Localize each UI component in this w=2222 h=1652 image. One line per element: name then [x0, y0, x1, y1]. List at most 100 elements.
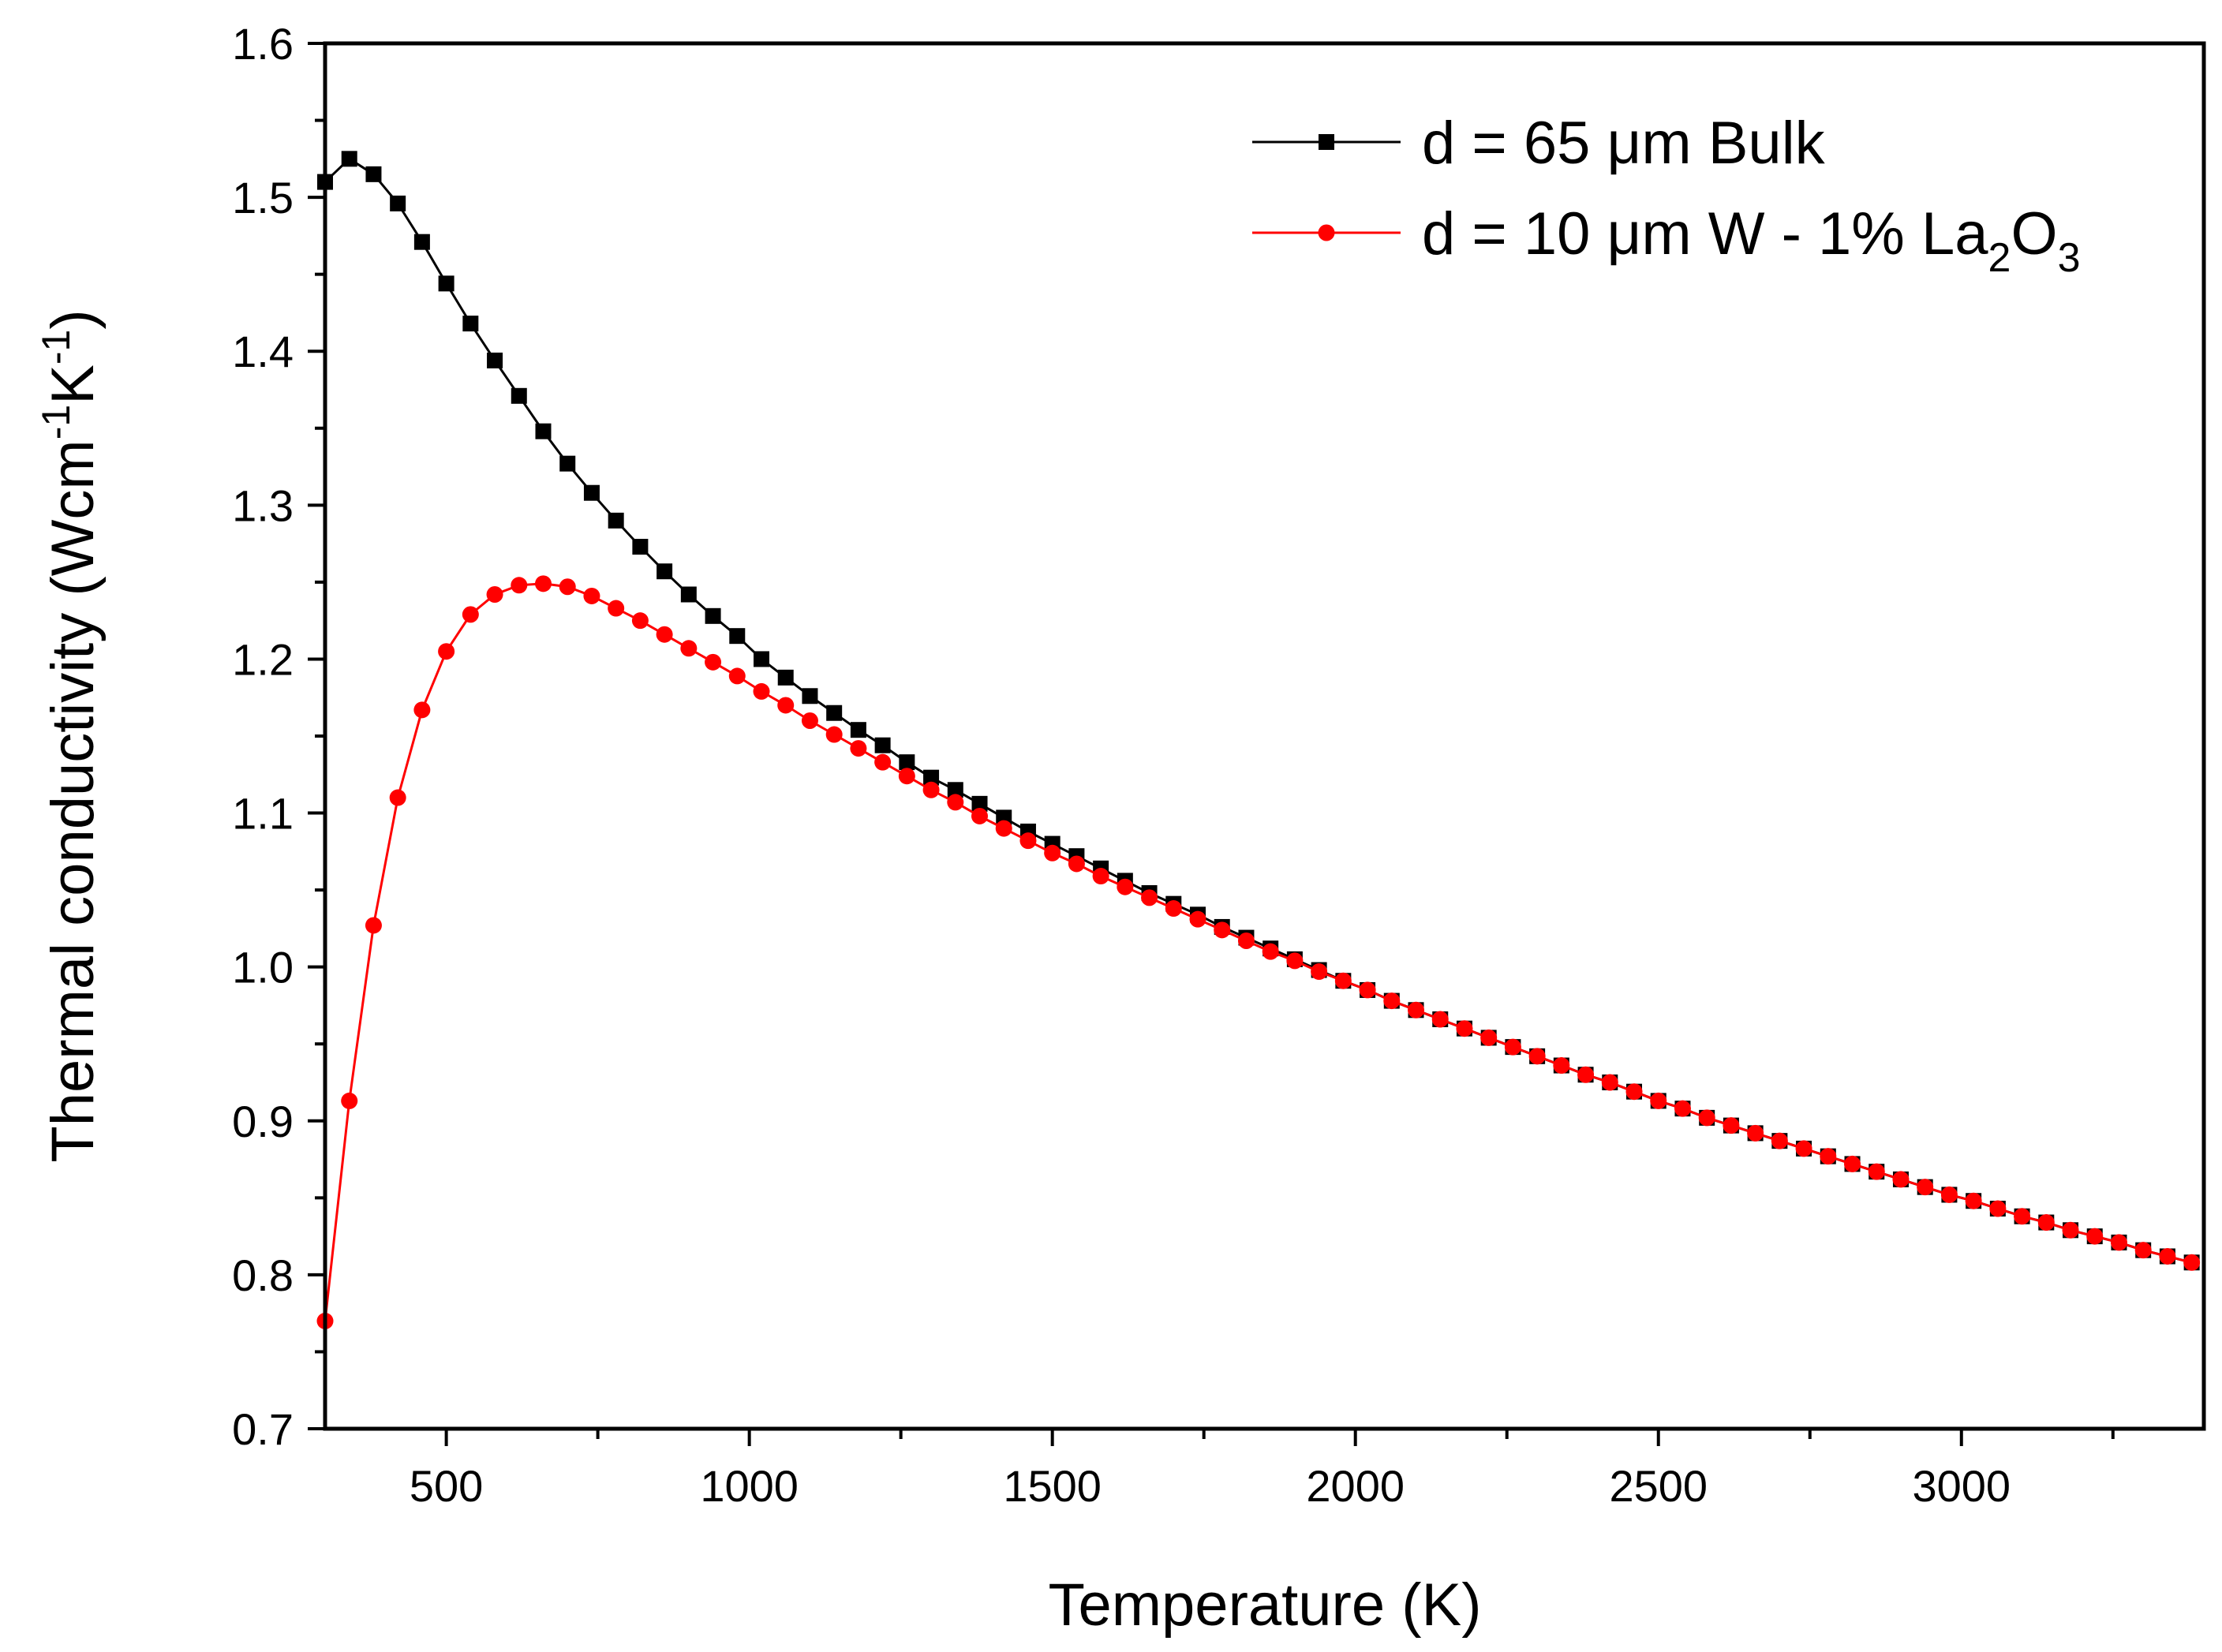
y-tick-label: 0.7	[232, 1404, 294, 1454]
legend-item-1: d = 65 μm Bulk	[1252, 110, 1826, 177]
data-point	[583, 587, 600, 604]
series-layer	[316, 151, 2201, 1329]
data-point	[486, 585, 503, 603]
data-point	[705, 607, 721, 624]
y-axis-title: Thermal conductivity (Wcm-1K-1)	[34, 309, 107, 1162]
data-point	[2037, 1214, 2055, 1232]
data-point	[2159, 1247, 2176, 1265]
data-point	[1383, 992, 1401, 1010]
data-point	[1286, 952, 1304, 970]
y-axis-title-close: )	[39, 309, 107, 329]
data-point	[365, 166, 382, 182]
data-point	[1189, 910, 1206, 928]
data-point	[1820, 1148, 1837, 1165]
legend-label: d = 65 μm Bulk	[1422, 110, 1826, 177]
legend-item-2: d = 10 μm W - 1% La2O3	[1252, 200, 2080, 281]
x-tick-label: 3000	[1912, 1461, 2011, 1511]
y-tick-label: 0.9	[232, 1097, 294, 1146]
y-tick-label: 0.8	[232, 1250, 294, 1300]
data-point	[535, 423, 552, 439]
data-point	[2062, 1221, 2079, 1239]
data-point	[777, 697, 795, 714]
data-point	[1601, 1074, 1618, 1091]
data-point	[1868, 1163, 1885, 1180]
data-point	[1844, 1155, 1861, 1172]
data-point	[826, 705, 843, 721]
data-point	[1795, 1140, 1812, 1157]
data-point	[1965, 1192, 1982, 1209]
data-point	[971, 795, 988, 812]
y-axis-title-exp1: -1	[34, 405, 78, 439]
legend-swatch-marker	[1319, 134, 1334, 150]
data-point	[631, 612, 649, 630]
y-axis-title-exp2: -1	[34, 330, 78, 364]
data-point	[995, 820, 1012, 837]
data-point	[2014, 1208, 2031, 1225]
series-1	[317, 151, 2200, 1271]
data-point	[728, 667, 746, 685]
data-point	[1237, 932, 1255, 949]
ticks-layer: 500 1000 1500 2000 2500 3000 0.7 0.8 0.9 1.0 1.1 1.…	[232, 19, 2115, 1511]
data-point	[1092, 868, 1109, 885]
data-point	[535, 575, 552, 592]
data-point	[1674, 1100, 1691, 1117]
data-point	[1334, 972, 1352, 989]
y-tick-label: 1.2	[232, 634, 294, 684]
data-point	[1940, 1186, 1958, 1203]
data-point	[1747, 1124, 1764, 1142]
x-tick-label: 2000	[1306, 1461, 1405, 1511]
data-point	[729, 628, 746, 645]
data-point	[2134, 1242, 2152, 1259]
data-point	[365, 917, 382, 934]
data-point	[632, 539, 649, 555]
data-point	[971, 807, 989, 824]
data-point	[583, 484, 600, 501]
x-tick-label: 500	[410, 1461, 483, 1511]
y-tick-label: 1.3	[232, 480, 294, 530]
data-point	[1019, 832, 1037, 850]
series-line	[324, 582, 2192, 1321]
data-point	[2183, 1254, 2201, 1271]
data-point	[1577, 1066, 1595, 1083]
data-point	[487, 352, 503, 368]
x-tick-label: 1500	[1003, 1461, 1102, 1511]
data-point	[1214, 921, 1231, 939]
x-axis-title: Temperature (K)	[1048, 1572, 1481, 1639]
data-point	[413, 701, 431, 719]
data-point	[874, 737, 891, 753]
data-point	[1504, 1038, 1521, 1056]
y-tick-label: 1.6	[232, 19, 294, 69]
data-point	[850, 722, 866, 738]
data-point	[656, 563, 673, 580]
data-point	[801, 712, 818, 729]
data-point	[1044, 844, 1061, 862]
data-point	[1892, 1171, 1910, 1188]
data-point	[680, 586, 697, 603]
data-point	[1262, 943, 1279, 960]
data-point	[1431, 1011, 1449, 1028]
data-point	[1723, 1117, 1740, 1134]
data-point	[898, 768, 915, 785]
data-point	[1359, 981, 1376, 999]
data-point	[825, 726, 843, 743]
x-tick-label: 1000	[700, 1461, 799, 1511]
data-point	[947, 782, 963, 798]
data-point	[1553, 1057, 1570, 1075]
data-point	[850, 740, 867, 757]
data-point	[1625, 1083, 1643, 1101]
data-point	[608, 512, 624, 529]
data-point	[1480, 1029, 1498, 1046]
data-point	[462, 606, 479, 623]
data-point	[511, 387, 527, 404]
data-point	[899, 754, 915, 771]
data-point	[923, 769, 940, 786]
legend: d = 65 μm Bulk d = 10 μm W - 1% La2O3	[1252, 110, 2080, 281]
data-point	[2110, 1234, 2127, 1251]
data-point	[680, 640, 698, 657]
data-point	[2086, 1228, 2104, 1245]
series-2	[316, 575, 2201, 1329]
data-point	[341, 1092, 358, 1109]
data-point	[1917, 1179, 1934, 1196]
y-tick-label: 1.4	[232, 327, 294, 376]
